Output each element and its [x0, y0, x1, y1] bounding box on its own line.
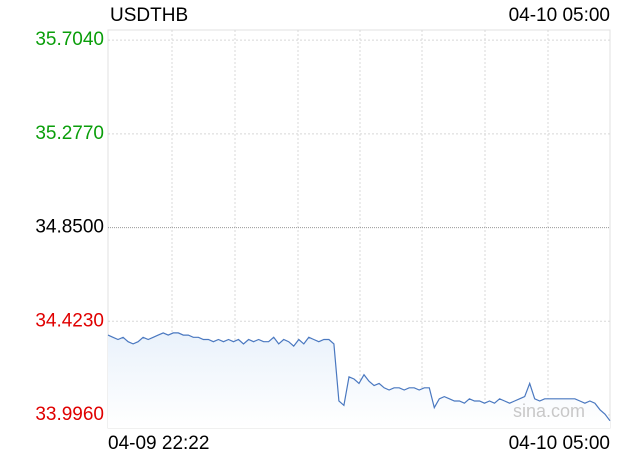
line	[107, 332, 611, 422]
y-tick-label: 35.7040	[35, 29, 104, 50]
x-tick-label: 04-09 22:22	[108, 433, 209, 454]
timestamp: 04-10 05:00	[509, 5, 610, 26]
chart-title: USDTHB	[110, 5, 188, 26]
y-tick-label: 34.4230	[35, 310, 104, 331]
y-tick-label: 34.8500	[35, 217, 104, 238]
y-tick-label: 33.9960	[35, 404, 104, 425]
area	[108, 332, 610, 428]
watermark: sina.com	[513, 401, 585, 421]
y-tick-label: 35.2770	[35, 123, 104, 144]
x-tick-label: 04-10 05:00	[509, 433, 610, 454]
